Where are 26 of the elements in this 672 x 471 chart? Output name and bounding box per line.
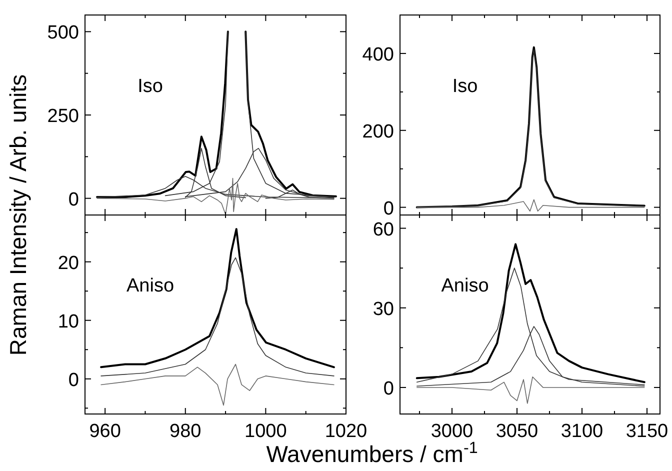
y-axis-title: Raman Intensity / Arb. units — [5, 74, 31, 356]
annotation: Iso — [452, 76, 478, 97]
annotation: Aniso — [126, 276, 174, 297]
y-tick-label: 10 — [58, 311, 79, 332]
y-tick-label: 60 — [372, 219, 394, 240]
y-tick-label: 500 — [47, 22, 79, 44]
x-tick-label: 980 — [170, 421, 202, 442]
x-tick-label: 3000 — [430, 421, 474, 442]
x-tick-label: 3100 — [560, 421, 604, 442]
y-tick-label: 0 — [68, 370, 79, 391]
x-tick-label: 3150 — [626, 421, 668, 442]
annotation: Aniso — [441, 276, 489, 297]
y-tick-label: 200 — [362, 121, 394, 142]
y-tick-label: 0 — [383, 198, 394, 220]
y-tick-label: 30 — [372, 298, 394, 320]
x-tick-label: 1000 — [244, 421, 287, 442]
x-tick-label: 3050 — [496, 421, 538, 442]
x-tick-label: 1020 — [324, 421, 368, 442]
y-tick-label: 0 — [68, 189, 79, 210]
y-tick-label: 250 — [47, 106, 79, 127]
x-tick-label: 960 — [89, 421, 121, 442]
y-tick-label: 20 — [58, 252, 79, 274]
y-tick-label: 400 — [362, 44, 394, 66]
x-axis-title: Wavenumbers / cm$^{-1}$ — [266, 439, 478, 467]
y-tick-label: 0 — [383, 378, 394, 400]
annotation: Iso — [138, 76, 163, 97]
